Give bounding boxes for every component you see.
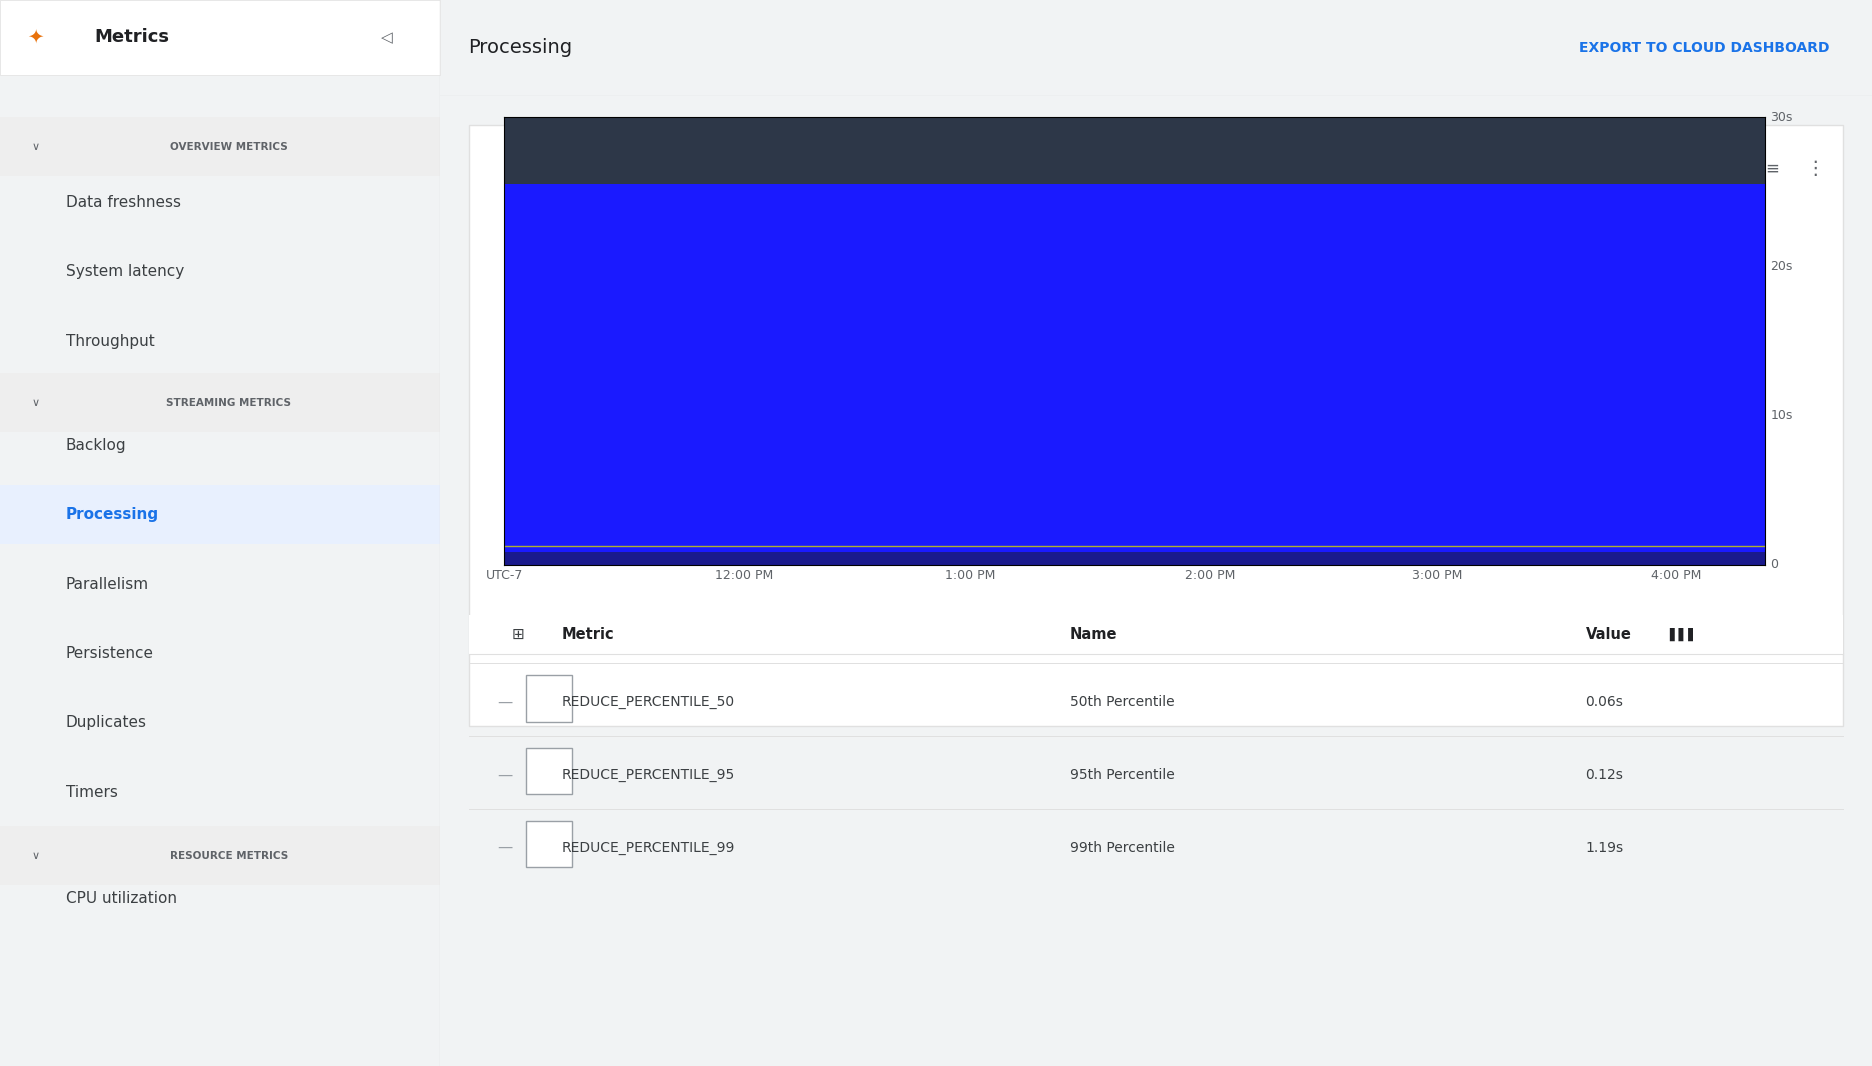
Text: Parallelism: Parallelism (66, 577, 150, 592)
Text: REDUCE_PERCENTILE_95: REDUCE_PERCENTILE_95 (562, 768, 736, 782)
Bar (504, 551, 1765, 565)
Text: 12:00 PM: 12:00 PM (715, 569, 773, 582)
FancyBboxPatch shape (526, 821, 571, 867)
Text: Processing: Processing (468, 38, 573, 58)
Text: 4:00 PM: 4:00 PM (1651, 569, 1702, 582)
Text: ⊞: ⊞ (511, 627, 524, 642)
Text: CPU utilization: CPU utilization (66, 891, 178, 906)
Bar (468, 615, 1844, 653)
Text: REDUCE_PERCENTILE_99: REDUCE_PERCENTILE_99 (562, 841, 736, 855)
Text: ✦: ✦ (26, 28, 43, 47)
Text: Throughput: Throughput (66, 334, 155, 349)
FancyBboxPatch shape (526, 675, 571, 722)
Text: 99th Percentile: 99th Percentile (1071, 841, 1176, 855)
Text: —: — (498, 840, 513, 855)
Text: STREAMING METRICS: STREAMING METRICS (167, 398, 292, 408)
Text: ◁: ◁ (382, 30, 393, 45)
Text: REDUCE_PERCENTILE_50: REDUCE_PERCENTILE_50 (562, 695, 736, 709)
Text: 30s: 30s (1771, 111, 1793, 124)
FancyBboxPatch shape (0, 373, 440, 432)
FancyBboxPatch shape (0, 117, 440, 176)
Text: 2:00 PM: 2:00 PM (1185, 569, 1236, 582)
Text: EXPORT TO CLOUD DASHBOARD: EXPORT TO CLOUD DASHBOARD (1578, 41, 1829, 55)
Text: System latency: System latency (66, 264, 183, 279)
FancyBboxPatch shape (0, 0, 440, 75)
Text: ∨: ∨ (32, 851, 39, 861)
Text: ?: ? (852, 161, 859, 176)
Text: Value: Value (1586, 627, 1632, 642)
Text: 20s: 20s (1771, 260, 1793, 273)
Text: Name: Name (1071, 627, 1118, 642)
Text: 95th Percentile: 95th Percentile (1071, 768, 1176, 782)
Text: 0.12s: 0.12s (1586, 768, 1623, 782)
Text: 1.19s: 1.19s (1586, 841, 1623, 855)
Text: RESOURCE METRICS: RESOURCE METRICS (170, 851, 288, 861)
FancyBboxPatch shape (468, 125, 1844, 727)
Text: 0: 0 (1771, 559, 1778, 571)
Text: 0.06s: 0.06s (1586, 695, 1623, 709)
Text: UTC-7: UTC-7 (485, 569, 522, 582)
Text: User processing latencies heatmap: User processing latencies heatmap (511, 161, 794, 176)
FancyBboxPatch shape (526, 748, 571, 794)
Text: Timers: Timers (66, 785, 118, 800)
FancyBboxPatch shape (0, 485, 440, 544)
Text: ▐▐▐: ▐▐▐ (1664, 628, 1692, 641)
Bar (504, 184, 1765, 551)
Text: 1:00 PM: 1:00 PM (945, 569, 996, 582)
Text: ≡: ≡ (1765, 160, 1778, 178)
Text: Persistence: Persistence (66, 646, 154, 661)
Text: ∨: ∨ (32, 398, 39, 408)
Text: ∨: ∨ (32, 142, 39, 152)
FancyBboxPatch shape (0, 826, 440, 885)
Text: 3:00 PM: 3:00 PM (1411, 569, 1462, 582)
Text: Metric: Metric (562, 627, 614, 642)
Text: 50th Percentile: 50th Percentile (1071, 695, 1174, 709)
Text: Duplicates: Duplicates (66, 715, 148, 730)
Text: Data freshness: Data freshness (66, 195, 182, 210)
Text: Processing: Processing (66, 507, 159, 522)
Text: Metrics: Metrics (94, 29, 170, 46)
Text: —: — (498, 768, 513, 782)
Text: OVERVIEW METRICS: OVERVIEW METRICS (170, 142, 288, 152)
Text: 10s: 10s (1771, 409, 1793, 422)
Text: ⋮: ⋮ (1805, 159, 1825, 178)
Text: —: — (498, 695, 513, 710)
Text: Backlog: Backlog (66, 438, 127, 453)
